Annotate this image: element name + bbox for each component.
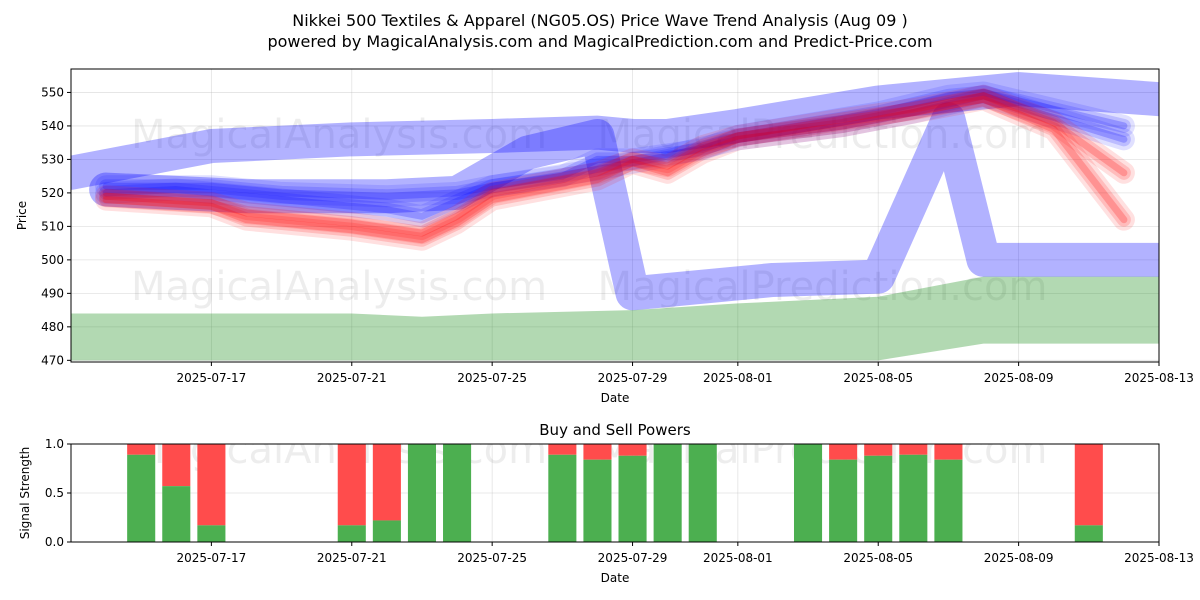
buy-power-bar [548,454,577,542]
y-tick-label: 520 [41,186,64,200]
buy-power-bar [653,444,682,542]
y-tick-label: 500 [41,253,64,267]
x-tick-label: 2025-08-01 [703,551,773,565]
y-tick-label: 0.0 [45,535,64,549]
buy-power-bar [407,444,437,542]
sell-power-bar [583,444,612,460]
buy-power-bar [197,525,226,542]
buy-power-bar [934,459,963,542]
y-tick-label: 0.5 [45,486,64,500]
y-tick-label: 510 [41,219,64,233]
blue-wave-line [95,84,1135,228]
red-wave-line [99,88,1131,241]
red-wave-line [102,92,1128,237]
sell-power-bar [127,444,156,455]
sell-power-bar [618,444,647,456]
blue-wave-line [95,81,1135,208]
red-wave-line [95,84,1135,245]
watermark-text: MagicalAnalysis.com [131,264,547,310]
buy-power-bar [829,459,858,542]
buy-power-bar [688,444,717,542]
sell-power-bar [372,444,401,521]
buy-power-bar [793,444,823,542]
sell-power-bar [864,444,893,456]
x-tick-label: 2025-08-09 [984,371,1054,385]
sell-power-bar [197,444,226,526]
y-tick-label: 470 [41,353,64,367]
buy-power-bar [618,455,647,542]
blue-wave-line [89,102,1159,311]
x-tick-label: 2025-07-25 [457,371,527,385]
x-tick-label: 2025-08-05 [843,551,913,565]
buy-power-bar [1074,525,1103,542]
x-axis-label: Date [601,391,630,405]
x-tick-label: 2025-07-21 [317,551,387,565]
sell-power-bar [548,444,577,455]
blue-wave-line [71,72,1159,190]
y-tick-label: 530 [41,152,64,166]
x-tick-label: 2025-08-13 [1124,371,1194,385]
y-tick-label: 1.0 [45,437,64,451]
watermark-text: MagicalAnalysis.com [131,112,547,158]
x-axis-label: Date [601,571,630,585]
blue-wave-line [99,88,1131,224]
x-tick-label: 2025-07-21 [317,371,387,385]
buy-power-bar [127,454,156,542]
price-plot-area: MagicalAnalysis.com MagicalPrediction.com… [71,69,1159,362]
x-tick-label: 2025-07-29 [598,371,668,385]
watermark-text: MagicalPrediction.com [597,112,1047,158]
sell-power-bar [899,444,928,455]
y-axis-label: Price [15,201,29,230]
buy-power-bar [583,459,612,542]
sell-power-bar [1074,444,1103,526]
x-tick-label: 2025-07-29 [598,551,668,565]
buy-power-bar [337,525,366,542]
price-plot-frame [70,68,1160,363]
y-tick-label: 540 [41,119,64,133]
buy-power-bar [162,486,191,542]
x-tick-label: 2025-08-13 [1124,551,1194,565]
x-tick-label: 2025-07-17 [177,371,247,385]
x-tick-label: 2025-08-09 [984,551,1054,565]
y-tick-label: 490 [41,286,64,300]
sell-power-bar [162,444,191,487]
chart-subtitle: powered by MagicalAnalysis.com and Magic… [267,32,932,51]
power-panel-title: Buy and Sell Powers [539,421,691,439]
watermark-text: MagicalPrediction.com [597,264,1047,310]
buy-power-bar [443,444,472,542]
red-wave-line [95,88,1135,251]
buy-power-bar [372,520,401,542]
green-support-band [71,276,1159,361]
blue-wave-line [102,92,1128,220]
x-tick-label: 2025-08-05 [843,371,913,385]
red-wave-line [99,92,1131,247]
x-tick-label: 2025-07-25 [457,551,527,565]
y-tick-label: 550 [41,85,64,99]
buy-power-bar [899,454,928,542]
power-panel: Buy and Sell Powers MagicalAnalysis.comMa… [18,421,1194,585]
red-wave-line [102,95,1128,244]
sell-power-bar [934,444,963,460]
y-tick-label: 480 [41,320,64,334]
x-tick-label: 2025-07-17 [177,551,247,565]
price-panel: MagicalAnalysis.com MagicalPrediction.com… [15,68,1194,405]
sell-power-bar [337,444,366,526]
buy-power-bar [864,455,893,542]
sell-power-bar [829,444,858,460]
blue-wave-line [99,85,1131,204]
x-tick-label: 2025-08-01 [703,371,773,385]
chart-title: Nikkei 500 Textiles & Apparel (NG05.OS) … [292,11,908,30]
blue-wave-line [102,88,1128,200]
y-axis-label: Signal Strength [18,447,32,540]
